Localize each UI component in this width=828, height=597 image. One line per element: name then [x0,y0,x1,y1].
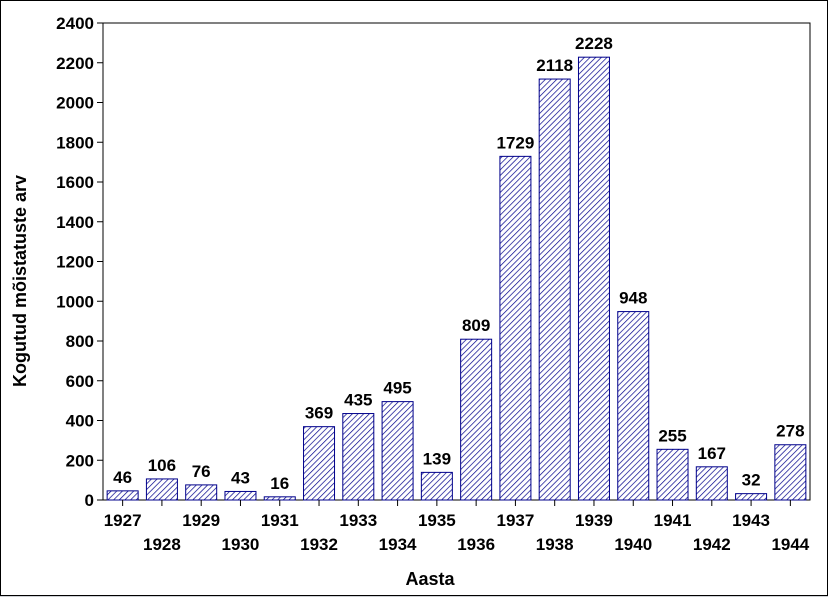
y-tick-label: 1600 [56,173,94,192]
data-label-1928: 106 [148,456,176,475]
x-tick-label-1944: 1944 [771,535,809,554]
data-label-1938: 2118 [536,56,573,75]
y-tick-label: 0 [85,491,94,510]
data-label-1930: 43 [231,468,250,487]
bar-1940 [617,311,650,501]
y-tick-label: 1200 [56,253,94,272]
bar-1942 [695,466,728,501]
y-tick-label: 2000 [56,94,94,113]
data-label-1931: 16 [270,474,289,493]
bar-1933 [342,413,375,501]
data-label-1927: 46 [113,468,132,487]
x-tick-label-1937: 1937 [497,511,535,530]
bar-1944 [774,444,807,501]
data-label-1942: 167 [698,444,726,463]
data-label-1935: 139 [423,449,451,468]
y-tick-label: 1800 [56,133,94,152]
x-tick-label-1928: 1928 [143,535,181,554]
x-tick-label-1943: 1943 [732,511,770,530]
x-tick-label-1941: 1941 [654,511,692,530]
y-tick-label: 2400 [56,14,94,33]
x-axis-title: Aasta [405,569,455,589]
x-tick-label-1929: 1929 [182,511,220,530]
bar-1935 [420,471,453,501]
y-tick-label: 600 [66,372,94,391]
data-label-1932: 369 [305,404,333,423]
x-tick-label-1934: 1934 [379,535,417,554]
x-tick-label-1933: 1933 [339,511,377,530]
y-tick-label: 400 [66,412,94,431]
data-label-1934: 495 [383,379,411,398]
y-tick-label: 200 [66,451,94,470]
bar-1943 [735,493,768,501]
y-tick-label: 800 [66,332,94,351]
bar-1927 [106,490,139,501]
bar-1932 [303,426,336,501]
y-axis-title: Kogutud mõistatuste arv [10,175,30,387]
y-tick-label: 2200 [56,54,94,73]
bar-1929 [185,484,218,501]
x-tick-label-1936: 1936 [457,535,495,554]
y-tick-label: 1400 [56,213,94,232]
bar-1930 [224,490,257,501]
bar-1934 [381,401,414,501]
x-tick-label-1935: 1935 [418,511,456,530]
plot-area [102,22,811,501]
bar-1931 [263,496,296,501]
x-tick-label-1939: 1939 [575,511,613,530]
x-tick-label-1932: 1932 [300,535,338,554]
data-label-1933: 435 [344,391,372,410]
data-label-1929: 76 [192,462,211,481]
bar-1939 [577,56,610,501]
x-tick-label-1931: 1931 [261,511,299,530]
data-label-1936: 809 [462,316,490,335]
bar-1941 [656,448,689,501]
y-tick-label: 1000 [56,292,94,311]
bar-1928 [145,478,178,501]
x-tick-label-1938: 1938 [536,535,574,554]
bar-1938 [538,78,571,501]
bar-1936 [460,338,493,501]
bar-1937 [499,155,532,501]
data-label-1940: 948 [619,289,647,308]
data-label-1943: 32 [742,471,761,490]
data-label-1941: 255 [658,426,686,445]
data-label-1939: 2228 [575,34,613,53]
data-label-1944: 278 [776,422,804,441]
x-tick-label-1940: 1940 [614,535,652,554]
data-label-1937: 1729 [497,133,535,152]
x-tick-label-1942: 1942 [693,535,731,554]
x-tick-label-1927: 1927 [104,511,142,530]
x-tick-label-1930: 1930 [222,535,260,554]
